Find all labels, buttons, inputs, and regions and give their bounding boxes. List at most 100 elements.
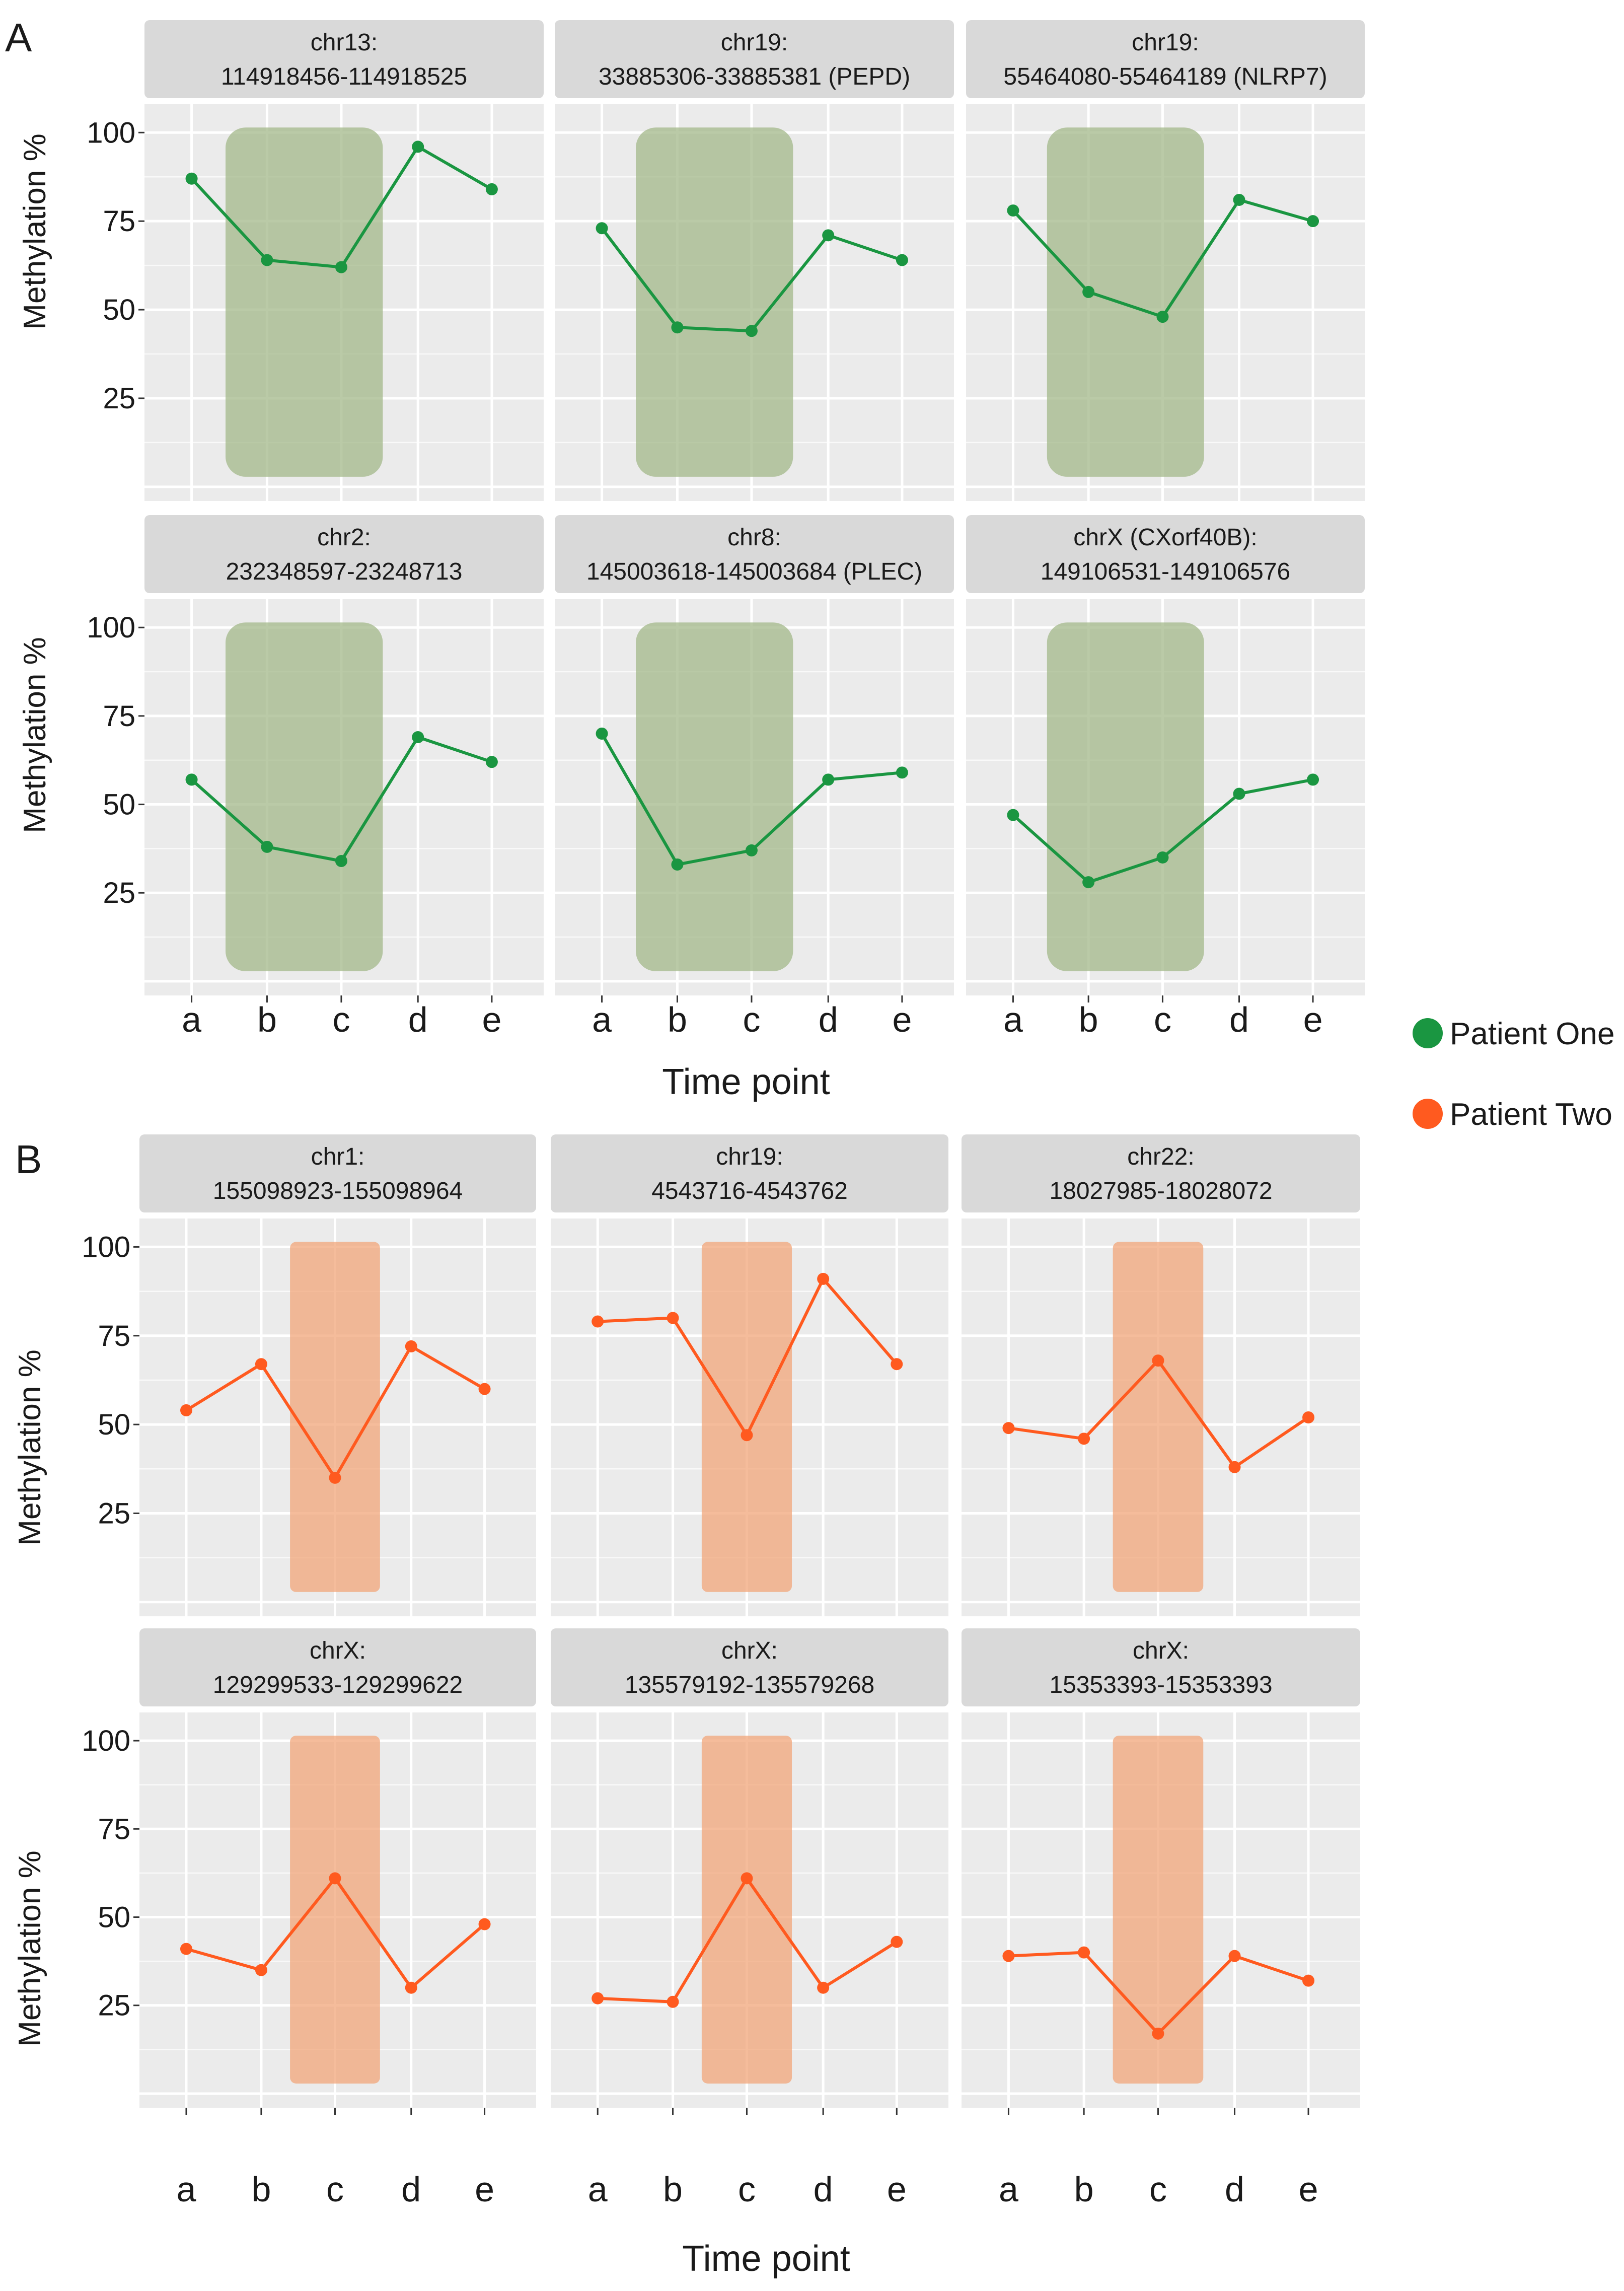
facet-title-line: chrX (CXorf40B): bbox=[1073, 524, 1257, 551]
highlight-band bbox=[290, 1736, 380, 2084]
data-point bbox=[1228, 1950, 1241, 1962]
y-tick-label: 100 bbox=[82, 1725, 130, 1757]
legend: Patient One Patient Two bbox=[1413, 1017, 1614, 1132]
x-tick-label: a bbox=[182, 1000, 201, 1039]
legend-label: Patient One bbox=[1450, 1017, 1614, 1051]
facet-strip bbox=[966, 515, 1365, 593]
facet-panel: chr13: 114918456-114918525 25 50 75 100 bbox=[87, 20, 544, 501]
facet-title-line: chr19: bbox=[721, 29, 788, 56]
x-tick-label: b bbox=[257, 1000, 277, 1039]
x-axis-title: Time point bbox=[662, 1062, 830, 1102]
x-tick-label: c bbox=[332, 1000, 350, 1039]
x-tick-label: e bbox=[482, 1000, 501, 1039]
y-tick-label: 25 bbox=[103, 877, 135, 909]
facet-strip bbox=[555, 515, 954, 593]
facet-title-line: chr8: bbox=[727, 524, 781, 551]
facet-title-line: 4543716-4543762 bbox=[651, 1178, 848, 1204]
data-point bbox=[891, 1936, 903, 1948]
data-point bbox=[596, 222, 608, 235]
y-tick-label: 50 bbox=[103, 789, 135, 821]
y-tick-label: 50 bbox=[103, 294, 135, 326]
data-point bbox=[1156, 851, 1169, 864]
facet-title-line: chr13: bbox=[311, 29, 378, 56]
x-tick-label: a bbox=[999, 2170, 1018, 2209]
facet-title-line: 114918456-114918525 bbox=[221, 63, 467, 90]
data-point bbox=[667, 1995, 679, 2008]
data-point bbox=[896, 254, 908, 266]
data-point bbox=[1307, 773, 1319, 786]
data-point bbox=[1156, 311, 1169, 323]
data-point bbox=[896, 766, 908, 779]
highlight-band bbox=[636, 127, 793, 477]
facet-title-line: chrX: bbox=[310, 1637, 366, 1664]
x-tick-label: a bbox=[588, 2170, 608, 2209]
legend-label: Patient Two bbox=[1450, 1097, 1612, 1132]
data-point bbox=[405, 1981, 417, 1994]
data-point bbox=[596, 728, 608, 740]
y-tick-label: 75 bbox=[103, 205, 135, 238]
x-tick-label: b bbox=[251, 2170, 271, 2209]
highlight-band bbox=[290, 1242, 380, 1592]
facet-title-line: 15353393-15353393 bbox=[1049, 1672, 1272, 1698]
data-point bbox=[1233, 787, 1245, 800]
x-tick-label: b bbox=[668, 1000, 687, 1039]
facet-strip bbox=[555, 20, 954, 98]
facet-title-line: chr22: bbox=[1127, 1143, 1194, 1170]
legend-key bbox=[1413, 1099, 1443, 1129]
facet-panel: chr19: 55464080-55464189 (NLRP7) bbox=[966, 20, 1365, 501]
data-point bbox=[478, 1918, 491, 1930]
data-point bbox=[1078, 1433, 1090, 1445]
highlight-band bbox=[1047, 622, 1204, 971]
data-point bbox=[329, 1872, 341, 1885]
data-point bbox=[822, 229, 835, 242]
facet-title-line: chr19: bbox=[1132, 29, 1199, 56]
x-tick-label: c bbox=[326, 2170, 344, 2209]
facet-panel: chrX: 135579192-135579268 a b c d e bbox=[551, 1628, 948, 2209]
y-axis-title: Methylation % bbox=[18, 637, 52, 833]
y-tick-label: 100 bbox=[87, 116, 135, 149]
y-tick-label: 25 bbox=[103, 382, 135, 415]
facet-panel: chrX: 129299533-129299622 25 50 75 100 a b c d e bbox=[82, 1628, 536, 2209]
data-point bbox=[1078, 1946, 1090, 1959]
y-axis-title: Methylation % bbox=[13, 1349, 47, 1545]
data-point bbox=[485, 756, 498, 768]
x-tick-label: d bbox=[819, 1000, 838, 1039]
facet-title-line: chr19: bbox=[716, 1143, 783, 1170]
data-point bbox=[1152, 2027, 1164, 2040]
data-point bbox=[261, 840, 273, 853]
y-tick-label: 25 bbox=[98, 1497, 130, 1530]
data-point bbox=[1082, 876, 1095, 889]
data-point bbox=[1307, 215, 1319, 228]
highlight-band bbox=[701, 1736, 792, 2084]
facet-title-line: chr1: bbox=[311, 1143, 365, 1170]
y-tick-label: 100 bbox=[82, 1231, 130, 1263]
x-tick-label: c bbox=[1154, 1000, 1171, 1039]
x-tick-label: e bbox=[1303, 1000, 1323, 1039]
data-point bbox=[1007, 204, 1019, 217]
facet-strip bbox=[144, 515, 544, 593]
data-point bbox=[329, 1471, 341, 1484]
x-tick-label: d bbox=[408, 1000, 428, 1039]
facet-title-line: chrX: bbox=[1133, 1637, 1189, 1664]
data-point bbox=[592, 1315, 604, 1328]
y-tick-label: 75 bbox=[103, 700, 135, 733]
highlight-band bbox=[1113, 1736, 1204, 2084]
highlight-band bbox=[636, 622, 793, 971]
data-point bbox=[185, 773, 198, 786]
data-point bbox=[745, 325, 758, 337]
facet-title-line: 129299533-129299622 bbox=[213, 1672, 463, 1698]
highlight-band bbox=[226, 127, 383, 477]
facet-title-line: 55464080-55464189 (NLRP7) bbox=[1003, 63, 1327, 90]
data-point bbox=[185, 172, 198, 185]
x-tick-label: d bbox=[401, 2170, 421, 2209]
data-point bbox=[180, 1943, 192, 1955]
data-point bbox=[817, 1981, 830, 1994]
facet-strip bbox=[139, 1134, 536, 1212]
data-point bbox=[405, 1340, 417, 1352]
highlight-band bbox=[226, 622, 383, 971]
facet-strip bbox=[139, 1628, 536, 1706]
facet-title-line: 149106531-149106576 bbox=[1041, 558, 1291, 585]
facet-panel: chr19: 4543716-4543762 bbox=[551, 1134, 948, 1616]
facet-title-line: 135579192-135579268 bbox=[625, 1672, 875, 1698]
